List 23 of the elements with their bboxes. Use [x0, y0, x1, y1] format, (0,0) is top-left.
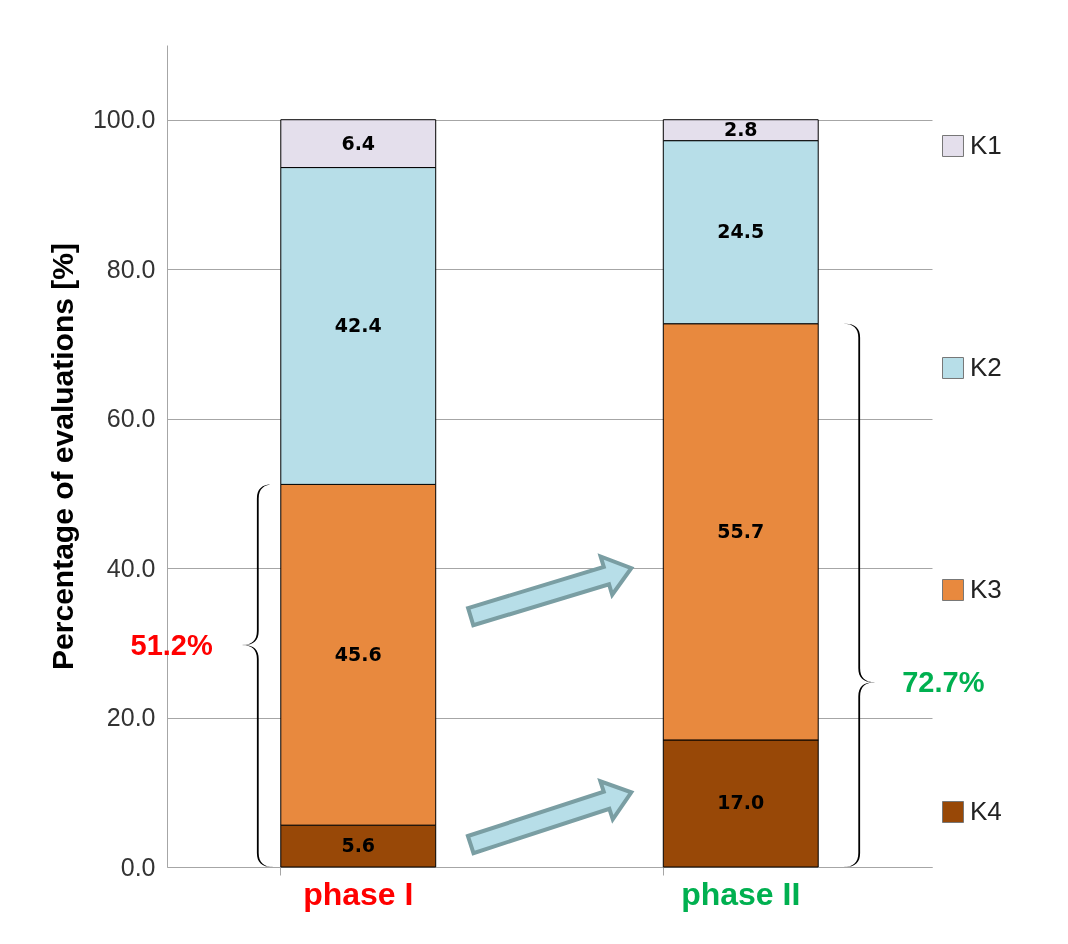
x-tick-label: phase I	[303, 875, 414, 912]
data-label: 45.6	[334, 642, 382, 665]
data-label: 17.0	[717, 791, 765, 814]
legend-label: K2	[970, 352, 1002, 382]
y-tick-label: 80.0	[106, 254, 156, 283]
legend-label: K1	[970, 130, 1002, 160]
data-label: 24.5	[717, 220, 765, 243]
annotation: 72.7%	[902, 666, 985, 699]
legend-label: K3	[970, 574, 1002, 604]
data-label: 42.4	[334, 313, 382, 336]
data-label: 5.6	[341, 834, 376, 857]
data-label: 2.8	[723, 118, 758, 141]
data-label: 6.4	[341, 131, 376, 154]
annotation: 51.2%	[130, 629, 213, 662]
x-tick-label: phase II	[681, 875, 801, 912]
y-tick-label: 0.0	[120, 852, 156, 881]
legend-label: K4	[970, 796, 1002, 826]
y-tick-label: 60.0	[106, 404, 156, 433]
y-tick-label: 40.0	[106, 553, 156, 582]
y-tick-label: 100.0	[92, 105, 156, 134]
data-label: 55.7	[717, 519, 765, 542]
y-tick-label: 20.0	[106, 703, 156, 732]
y-axis-title: Percentage of evaluations [%]	[45, 243, 79, 670]
